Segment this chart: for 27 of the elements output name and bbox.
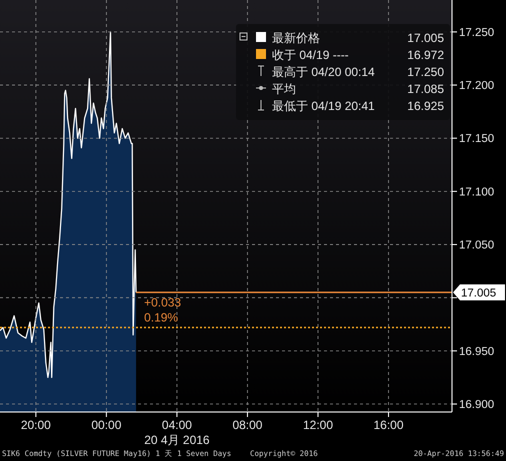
x-tick-label: 20:00 (20, 418, 52, 432)
x-tick-label: 04:00 (162, 418, 192, 432)
annotation: 最高于 04/20 00:14 (272, 65, 376, 79)
annotation: 17.250 (407, 65, 444, 79)
y-tick-label: 17.200 (459, 80, 494, 92)
x-tick-label: 00:00 (91, 418, 122, 432)
y-tick-label: 16.950 (459, 346, 494, 358)
annotation: 17.005 (407, 31, 444, 45)
legend-label: 最新价格 (272, 31, 320, 45)
y-tick-label: 17.250 (459, 26, 494, 39)
x-tick-label: 12:00 (302, 418, 334, 432)
y-tick-label: 17.050 (459, 240, 494, 252)
annotation: 16.972 (407, 48, 444, 62)
x-axis-title: 20 4月 2016 (144, 433, 210, 447)
annotation: 16.925 (407, 99, 444, 113)
x-tick-label: 16:00 (374, 418, 404, 432)
annotation: 0.19% (144, 310, 178, 324)
annotation: +0.033 (144, 295, 182, 310)
legend-label: 收于 04/19 ---- (272, 48, 349, 62)
y-tick-label: 17.150 (459, 133, 494, 146)
ref-line-label: 17.005 (461, 287, 496, 300)
annotation: 最低于 04/19 20:41 (272, 99, 376, 113)
annotation: 17.085 (407, 82, 444, 96)
y-tick-label: 16.900 (459, 399, 494, 412)
annotation: 平均 (272, 82, 296, 96)
y-tick-label: 17.100 (459, 186, 494, 198)
x-tick-label: 08:00 (232, 418, 263, 432)
